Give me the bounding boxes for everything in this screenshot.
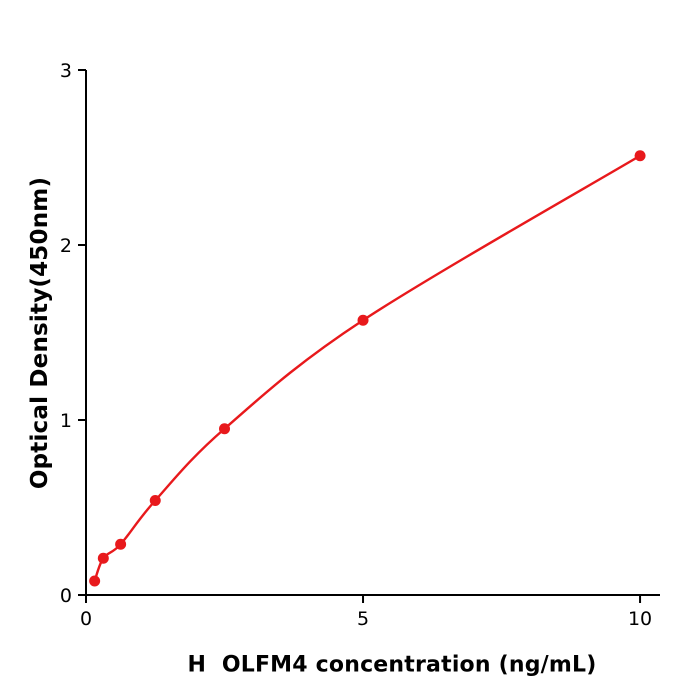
data-point — [357, 314, 369, 326]
x-tick-label: 0 — [80, 608, 92, 630]
y-tick-label: 2 — [60, 235, 72, 257]
data-point — [219, 423, 231, 435]
y-axis-title: Optical Density(450nm) — [27, 176, 53, 490]
data-point — [115, 538, 127, 550]
y-tick-label: 1 — [60, 410, 72, 432]
y-tick-label: 0 — [60, 585, 72, 607]
fit-curve — [93, 154, 642, 583]
data-point — [634, 150, 646, 162]
x-axis-title: H OLFM4 concentration (ng/mL) — [187, 652, 597, 678]
x-tick-label: 10 — [628, 608, 652, 630]
data-point — [97, 552, 109, 564]
y-tick-label: 3 — [60, 60, 72, 82]
data-point — [89, 575, 101, 587]
x-tick-label: 5 — [357, 608, 369, 630]
data-point — [149, 495, 161, 506]
